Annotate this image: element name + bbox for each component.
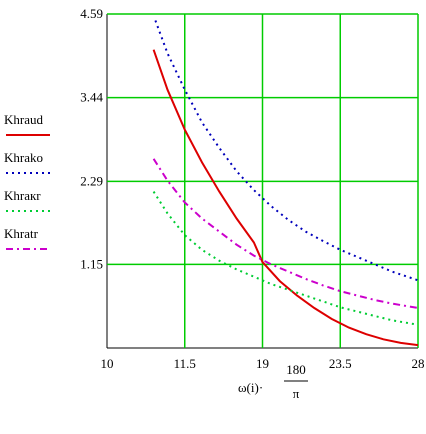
x-tick-label: 28	[412, 356, 425, 371]
x-tick-label: 23.5	[329, 356, 352, 371]
series-line	[152, 49, 419, 347]
x-axis-label-prefix: ω(i)·	[238, 380, 263, 395]
legend-label: Khratr	[4, 226, 39, 241]
y-tick-label: 1.15	[80, 256, 103, 271]
axis-ticks: 10 11.5 19 23.5 28 4.59 3.44 2.29 1.15	[80, 6, 424, 371]
series-line	[152, 158, 419, 309]
x-tick-label: 11.5	[174, 356, 196, 371]
y-tick-label: 4.59	[80, 6, 103, 21]
legend-label: Khraud	[4, 112, 43, 127]
x-tick-label: 19	[256, 356, 269, 371]
legend-label: Khrako	[4, 150, 43, 165]
legend: Khraud Khrako Khraкr Khratr	[4, 112, 50, 250]
series-line	[152, 191, 419, 326]
legend-label: Khraкr	[4, 188, 41, 203]
x-axis-label-numerator: 180	[286, 362, 306, 377]
x-tick-label: 10	[101, 356, 114, 371]
x-axis-label-denominator: π	[293, 386, 300, 401]
y-tick-label: 2.29	[80, 173, 103, 188]
x-axis-label: ω(i)· 180 π	[238, 362, 308, 401]
series-lines	[152, 20, 419, 347]
y-tick-label: 3.44	[80, 90, 103, 105]
grid	[106, 13, 419, 349]
